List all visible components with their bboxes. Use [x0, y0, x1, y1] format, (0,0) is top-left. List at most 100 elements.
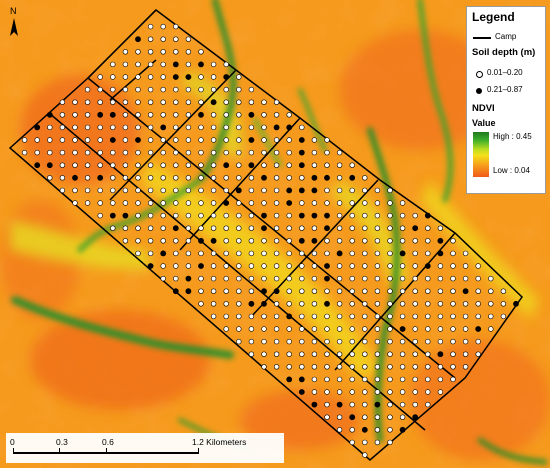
sample-point-shallow — [425, 238, 431, 244]
sample-point-shallow — [210, 74, 217, 80]
sample-point-deep — [223, 162, 230, 169]
sample-point-shallow — [47, 149, 53, 156]
sample-point-shallow — [450, 288, 456, 294]
sample-point-shallow — [84, 200, 91, 206]
sample-point-shallow — [412, 263, 418, 269]
sample-point-shallow — [387, 250, 393, 257]
sample-point-shallow — [248, 175, 255, 181]
sample-point-shallow — [399, 401, 406, 408]
sample-point-shallow — [349, 401, 355, 408]
vegetation-channels — [11, 0, 548, 465]
sample-point-shallow — [147, 225, 154, 231]
sample-point-shallow — [311, 389, 318, 395]
sample-point-shallow — [248, 86, 255, 93]
sample-point-shallow — [336, 162, 343, 168]
sample-point-shallow — [425, 401, 431, 408]
sample-point-shallow — [147, 238, 154, 244]
sample-point-shallow — [84, 99, 91, 105]
sample-point-shallow — [387, 351, 393, 357]
sample-point-deep — [399, 326, 406, 332]
sample-point-shallow — [135, 238, 141, 244]
sample-point-shallow — [450, 250, 456, 257]
sample-point-shallow — [387, 288, 393, 294]
sample-point-shallow — [387, 301, 393, 307]
sample-point-shallow — [147, 149, 154, 156]
sample-point-shallow — [488, 313, 494, 320]
sample-point-shallow — [362, 200, 368, 206]
sample-point-shallow — [450, 351, 456, 357]
sample-point-shallow — [198, 175, 204, 181]
sample-point-shallow — [286, 275, 292, 282]
sample-point-shallow — [374, 364, 381, 370]
sample-point-shallow — [399, 301, 406, 307]
sample-point-shallow — [160, 49, 166, 55]
sample-point-shallow — [399, 238, 406, 244]
sample-point-shallow — [210, 175, 217, 181]
sample-point-shallow — [236, 137, 242, 143]
sample-point-shallow — [122, 61, 129, 68]
sample-point-deep — [122, 212, 129, 219]
sample-point-shallow — [236, 301, 242, 307]
sample-point-shallow — [173, 238, 179, 244]
sample-point-shallow — [160, 23, 166, 30]
sample-point-shallow — [110, 61, 116, 68]
sample-point-shallow — [210, 200, 217, 206]
sample-point-shallow — [324, 326, 330, 332]
sample-point-shallow — [299, 200, 305, 206]
sample-point-shallow — [273, 200, 280, 206]
sample-point-shallow — [273, 275, 280, 282]
sample-point-shallow — [210, 187, 217, 194]
sample-point-shallow — [311, 137, 318, 143]
sample-point-shallow — [160, 175, 166, 181]
sample-point-shallow — [273, 313, 280, 320]
sample-point-shallow — [122, 175, 129, 181]
sample-point-shallow — [198, 225, 204, 231]
sample-point-shallow — [324, 338, 330, 345]
sample-point-shallow — [311, 313, 318, 320]
sample-point-shallow — [299, 225, 305, 231]
sample-point-deep — [223, 200, 230, 206]
sample-point-deep — [160, 250, 167, 257]
sample-point-shallow — [450, 263, 456, 269]
sample-point-shallow — [311, 275, 318, 282]
sample-point-deep — [424, 263, 431, 269]
sample-point-shallow — [311, 364, 318, 370]
sample-point-shallow — [236, 99, 242, 105]
scale-label-0-6: 0.6 — [102, 437, 114, 447]
sample-point-deep — [513, 300, 519, 307]
sample-point-shallow — [160, 225, 166, 231]
sample-point-shallow — [475, 313, 481, 320]
sample-point-shallow — [135, 99, 141, 105]
sample-point-shallow — [374, 338, 381, 345]
sample-point-shallow — [110, 162, 116, 168]
sample-point-shallow — [261, 187, 267, 194]
scale-label-0-3: 0.3 — [56, 437, 68, 447]
sample-point-shallow — [273, 175, 280, 181]
sample-point-shallow — [362, 288, 368, 294]
scale-tick — [59, 448, 60, 454]
sample-point-shallow — [223, 313, 229, 320]
sample-point-shallow — [173, 23, 179, 30]
sample-point-shallow — [173, 112, 179, 118]
ndvi-high-label: High : 0.45 — [493, 132, 532, 141]
sample-point-shallow — [185, 112, 192, 118]
sample-point-shallow — [387, 326, 393, 332]
sample-point-deep — [298, 187, 305, 194]
sample-point-shallow — [425, 250, 431, 257]
sample-point-deep — [437, 237, 444, 244]
sample-point-shallow — [72, 187, 78, 194]
sample-point-shallow — [261, 351, 267, 357]
sample-point-shallow — [311, 376, 318, 383]
sample-point-shallow — [399, 338, 406, 345]
sample-point-shallow — [324, 149, 330, 156]
sample-point-shallow — [462, 338, 469, 345]
sample-point-shallow — [286, 238, 292, 244]
sample-point-shallow — [223, 275, 229, 282]
sample-point-deep — [324, 174, 330, 181]
sample-point-shallow — [135, 175, 141, 181]
sample-point-shallow — [84, 175, 91, 181]
sample-point-shallow — [173, 149, 179, 156]
sample-point-shallow — [324, 200, 330, 206]
sample-point-shallow — [248, 212, 255, 219]
sample-point-shallow — [425, 389, 431, 395]
